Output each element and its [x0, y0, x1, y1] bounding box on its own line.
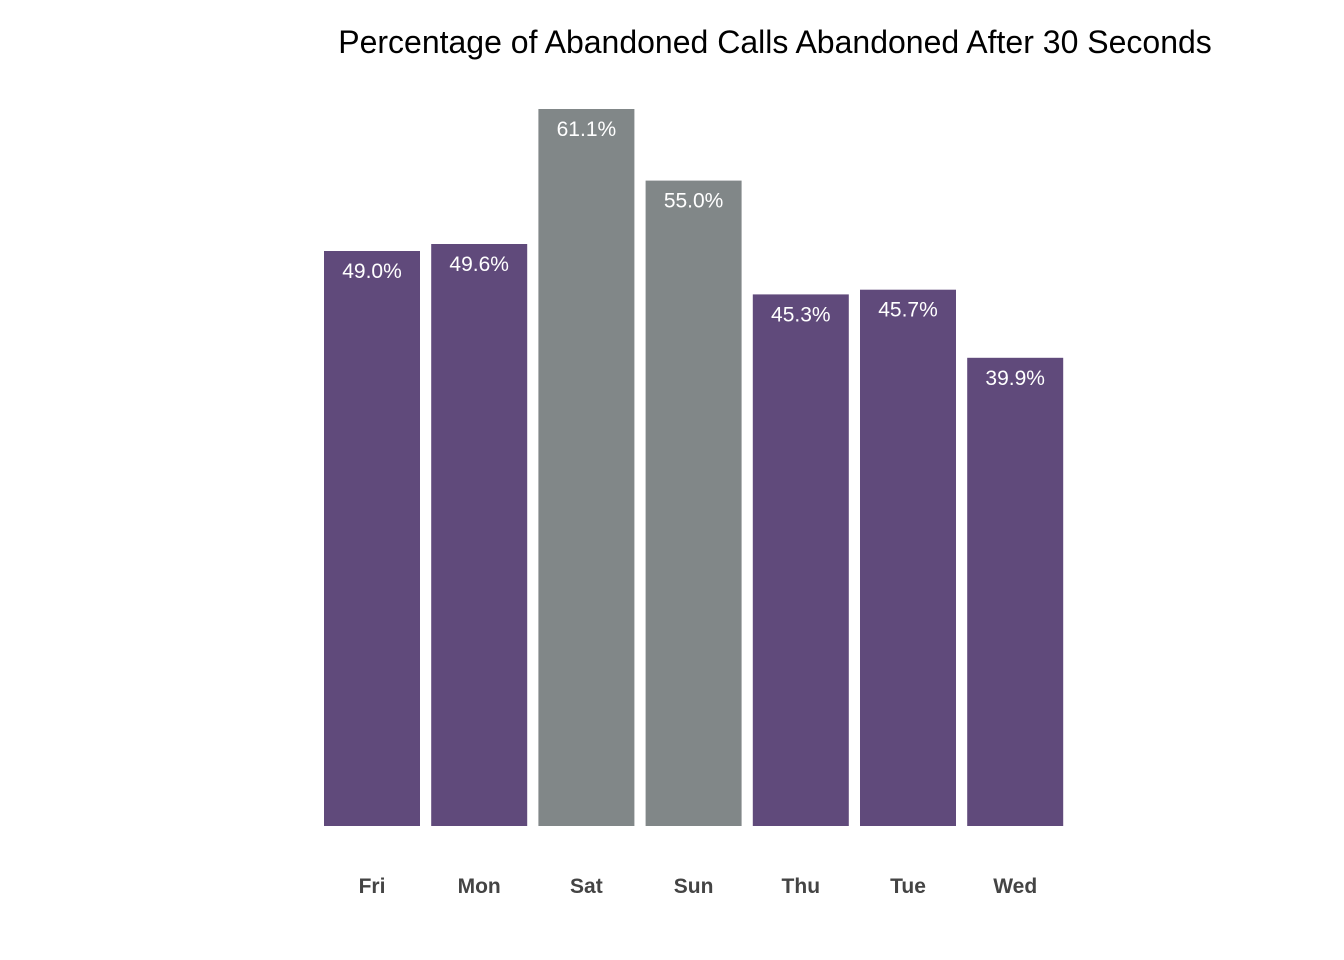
- bar-value-label-sun: 55.0%: [664, 190, 724, 213]
- x-tick-label-sat: Sat: [570, 875, 603, 898]
- x-tick-label-thu: Thu: [782, 875, 820, 898]
- bar-value-label-fri: 49.0%: [342, 260, 402, 283]
- bar-value-label-wed: 39.9%: [985, 367, 1045, 390]
- bar-wed: [967, 357, 1064, 826]
- bar-fri: [324, 251, 420, 826]
- x-tick-label-wed: Wed: [993, 875, 1037, 898]
- bar-mon: [431, 244, 528, 826]
- bar-tue: [860, 289, 956, 826]
- bar-value-label-thu: 45.3%: [771, 303, 831, 326]
- x-tick-label-fri: Fri: [359, 875, 386, 898]
- bar-sat: [538, 109, 635, 826]
- chart-title: Percentage of Abandoned Calls Abandoned …: [338, 24, 1212, 60]
- x-tick-label-tue: Tue: [890, 875, 926, 898]
- x-axis-ticks: Fri Mon Sat Sun Thu Tue Wed: [359, 875, 1038, 898]
- bar-value-label-tue: 45.7%: [878, 299, 938, 322]
- bar-labels-group: 49.0% 49.6% 61.1% 55.0% 45.3% 45.7% 39.9%: [342, 118, 1045, 390]
- bar-thu: [752, 294, 849, 826]
- x-tick-label-sun: Sun: [674, 875, 714, 898]
- bar-value-label-sat: 61.1%: [557, 118, 617, 141]
- x-tick-label-mon: Mon: [458, 875, 501, 898]
- bars-group: [324, 109, 1064, 827]
- bar-sun: [645, 180, 742, 827]
- bar-value-label-mon: 49.6%: [449, 253, 509, 276]
